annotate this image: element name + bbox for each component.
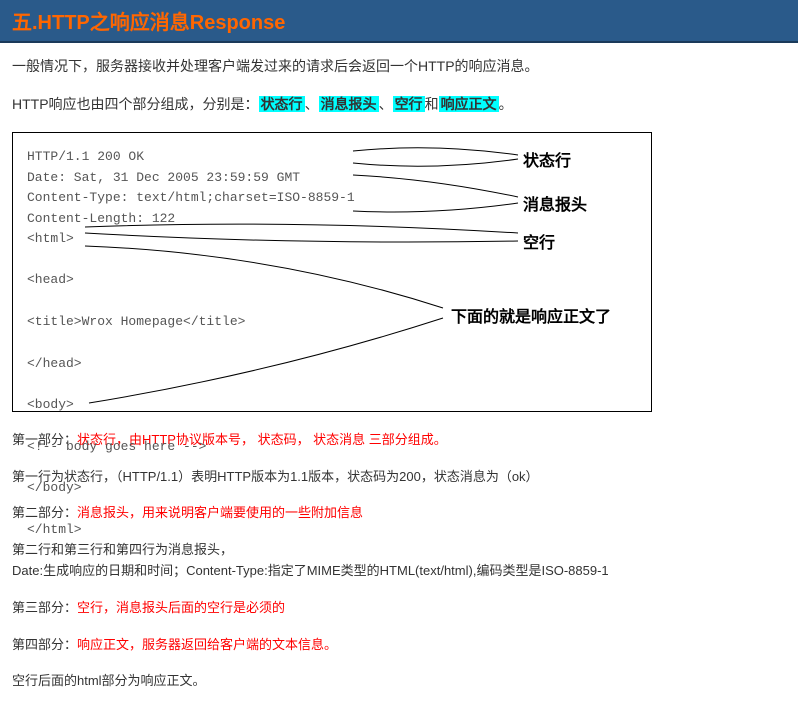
hl-body: 响应正文	[439, 96, 499, 112]
hl-status: 状态行	[259, 96, 305, 112]
intro-line2: HTTP响应也由四个部分组成，分别是：状态行、消息报头、空行和响应正文。	[12, 93, 786, 115]
response-diagram: HTTP/1.1 200 OK Date: Sat, 31 Dec 2005 2…	[12, 132, 652, 412]
content-area: 一般情况下，服务器接收并处理客户端发过来的请求后会返回一个HTTP的响应消息。 …	[0, 43, 798, 720]
and: 和	[425, 96, 439, 112]
part4-red: 响应正文，服务器返回给客户端的文本信息。	[77, 637, 337, 652]
label-status-line: 状态行	[523, 147, 571, 171]
label-body: 下面的就是响应正文了	[451, 303, 611, 327]
label-blank-line: 空行	[523, 229, 555, 253]
part4: 第四部分：响应正文，服务器返回给客户端的文本信息。	[12, 635, 786, 656]
period: 。	[499, 96, 513, 112]
sep: 、	[379, 96, 393, 112]
part3-label: 第三部分：	[12, 600, 77, 615]
status-header-code: HTTP/1.1 200 OK Date: Sat, 31 Dec 2005 2…	[27, 147, 355, 230]
section-header: 五.HTTP之响应消息Response	[0, 0, 798, 43]
section-title: 五.HTTP之响应消息Response	[12, 12, 285, 34]
hl-blank: 空行	[393, 96, 425, 112]
hl-header: 消息报头	[319, 96, 379, 112]
part4-desc: 空行后面的html部分为响应正文。	[12, 671, 786, 692]
intro-line1: 一般情况下，服务器接收并处理客户端发过来的请求后会返回一个HTTP的响应消息。	[12, 55, 786, 77]
body-code: <html> <head> <title>Wrox Homepage</titl…	[27, 229, 245, 541]
label-message-header: 消息报头	[523, 191, 587, 215]
part3-red: 空行，消息报头后面的空行是必须的	[77, 600, 285, 615]
part4-label: 第四部分：	[12, 637, 77, 652]
sep: 、	[305, 96, 319, 112]
intro-prefix: HTTP响应也由四个部分组成，分别是：	[12, 96, 259, 112]
part3: 第三部分：空行，消息报头后面的空行是必须的	[12, 598, 786, 619]
part2-desc: 第二行和第三行和第四行为消息报头， Date:生成响应的日期和时间；Conten…	[12, 540, 786, 582]
